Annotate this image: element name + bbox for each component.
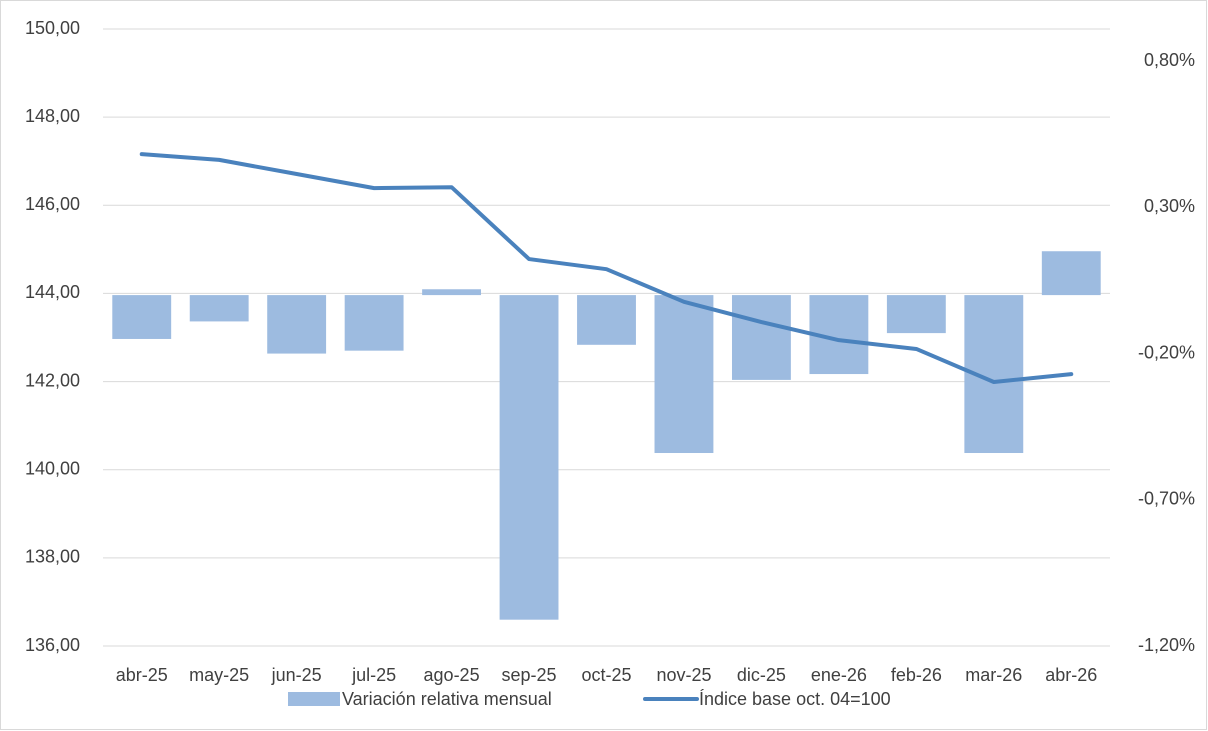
y-tick-label: 144,00	[25, 282, 80, 302]
x-tick-label: dic-25	[737, 665, 786, 685]
x-tick-label: abr-26	[1045, 665, 1097, 685]
y2-tick-label: -0,20%	[1138, 342, 1195, 362]
y2-tick-label: 0,30%	[1144, 196, 1195, 216]
x-tick-label: ago-25	[424, 665, 480, 685]
bar	[422, 289, 482, 296]
line	[139, 152, 1074, 385]
y-tick-label: 150,00	[25, 18, 80, 38]
y-tick-label: 136,00	[25, 635, 80, 655]
bar	[344, 295, 404, 351]
legend-label: Índice base oct. 04=100	[699, 689, 891, 709]
y-tick-label: 148,00	[25, 106, 80, 126]
y2-tick-label: 0,80%	[1144, 50, 1195, 70]
y2-tick-label: -1,20%	[1138, 635, 1195, 655]
x-tick-label: jul-25	[351, 665, 396, 685]
x-tick-label: nov-25	[656, 665, 711, 685]
x-tick-label: mar-26	[965, 665, 1022, 685]
y-tick-label: 140,00	[25, 458, 80, 478]
x-tick-label: feb-26	[891, 665, 942, 685]
bar	[189, 295, 249, 322]
x-tick-label: ene-26	[811, 665, 867, 685]
bar	[577, 295, 636, 345]
bar	[267, 295, 327, 354]
legend-swatch	[288, 692, 340, 706]
x-tick-label: sep-25	[502, 665, 557, 685]
bar	[112, 295, 172, 339]
bar	[654, 295, 714, 454]
bar	[886, 295, 946, 334]
legend-label: Variación relativa mensual	[342, 689, 552, 709]
y-tick-label: 142,00	[25, 370, 80, 390]
x-tick-label: may-25	[189, 665, 249, 685]
y2-tick-label: -0,70%	[1138, 489, 1195, 509]
bar	[499, 295, 559, 620]
x-tick-label: oct-25	[581, 665, 631, 685]
bar	[1041, 251, 1101, 296]
y-tick-label: 138,00	[25, 547, 80, 567]
y-tick-label: 146,00	[25, 194, 80, 214]
bar	[731, 295, 791, 380]
x-tick-label: abr-25	[116, 665, 168, 685]
x-tick-label: jun-25	[271, 665, 322, 685]
